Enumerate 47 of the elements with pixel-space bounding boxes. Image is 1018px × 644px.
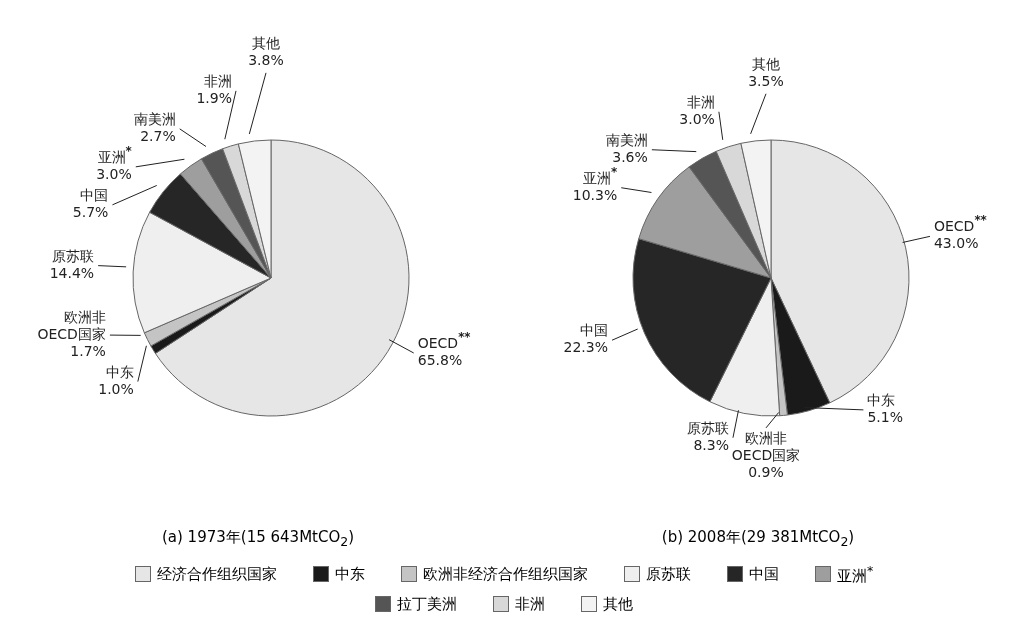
- category-label: 非洲: [515, 594, 546, 614]
- slice-label: 亚洲$^{*}$: [583, 164, 618, 186]
- data-label: 10.3%: [572, 186, 618, 203]
- category-label: 亚洲$^{*}$: [836, 562, 875, 586]
- slice-label: 中东: [105, 363, 134, 380]
- category-label: 原苏联: [645, 563, 692, 584]
- data-label: 5.7%: [72, 203, 109, 220]
- slice-label: 欧洲非OECD国家: [731, 429, 801, 463]
- data-label: 3.6%: [612, 148, 648, 165]
- data-label: 2.7%: [140, 127, 176, 144]
- slice-label: 欧洲非OECD国家: [37, 308, 106, 342]
- text: (a) 1973年(15 643MtCO$_{2}$): [160, 528, 356, 549]
- data-label: 1.7%: [70, 342, 106, 359]
- slice-label: 原苏联: [686, 419, 729, 436]
- data-label: 3.0%: [679, 110, 715, 127]
- data-label: 14.4%: [49, 264, 95, 281]
- data-label: 43.0%: [933, 235, 979, 252]
- data-label: 3.0%: [96, 165, 132, 182]
- slice-label: 其他: [252, 34, 280, 51]
- data-label: 1.0%: [98, 380, 134, 397]
- slice-label: 南美洲: [133, 110, 176, 127]
- category-label: 拉丁美洲: [397, 594, 458, 614]
- text: (b) 2008年(29 381MtCO$_{2}$): [660, 528, 856, 549]
- data-label: 3.5%: [748, 72, 784, 89]
- data-label: 1.9%: [196, 89, 232, 106]
- slice-label: 非洲: [686, 93, 715, 110]
- category-label: 欧洲非经济合作组织国家: [422, 563, 589, 584]
- slice-label: 其他: [752, 55, 780, 72]
- slice-label: 亚洲$^{*}$: [97, 143, 132, 165]
- data-label: 0.9%: [748, 463, 784, 480]
- data-label: 8.3%: [693, 436, 729, 453]
- slice-label: 中国: [80, 186, 109, 203]
- slice-label: 中国: [580, 322, 609, 339]
- category-label: 中国: [748, 563, 780, 584]
- data-label: 65.8%: [417, 352, 463, 369]
- data-label: 22.3%: [563, 339, 609, 356]
- category-label: 其他: [603, 594, 634, 614]
- slice-label: 中东: [867, 391, 896, 408]
- slice-label: OECD$^{**}$: [417, 330, 471, 352]
- slice-label: OECD$^{**}$: [933, 213, 987, 235]
- data-label: 3.8%: [248, 51, 284, 68]
- category-label: 中东: [334, 563, 366, 584]
- category-label: 经济合作组织国家: [156, 563, 278, 584]
- slice-label: 原苏联: [52, 247, 95, 264]
- slice-label: 南美洲: [605, 131, 648, 148]
- slice-label: 非洲: [204, 72, 232, 89]
- data-label: 5.1%: [867, 408, 903, 425]
